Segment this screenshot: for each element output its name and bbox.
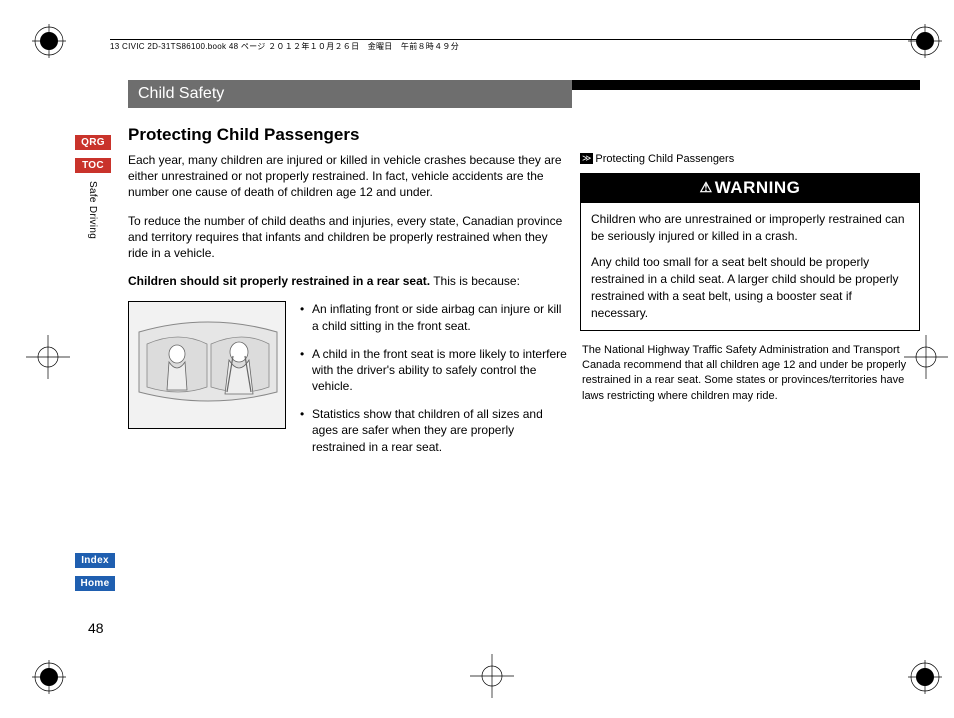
side-column: ≫Protecting Child Passengers ⚠WARNING Ch… (580, 152, 920, 404)
warning-box: ⚠WARNING Children who are unrestrained o… (580, 173, 920, 331)
tab-home[interactable]: Home (75, 576, 115, 591)
tab-qrg[interactable]: QRG (75, 135, 111, 150)
reg-cross-bottom (470, 654, 514, 698)
tab-toc[interactable]: TOC (75, 158, 111, 173)
tab-index[interactable]: Index (75, 553, 115, 568)
paragraph-2: To reduce the number of child deaths and… (128, 213, 568, 262)
crop-mark-bl (32, 660, 66, 694)
bottom-tabs: Index Home (75, 553, 115, 599)
main-column: Each year, many children are injured or … (128, 152, 568, 467)
sub-heading-bold: Children should sit properly restrained … (128, 274, 430, 288)
crop-mark-tl (32, 24, 66, 58)
note-text: The National Highway Traffic Safety Admi… (580, 343, 920, 405)
bullet-item: Statistics show that children of all siz… (300, 406, 568, 455)
header-meta: 13 CIVIC 2D-31TS86100.book 48 ページ ２０１２年１… (110, 39, 919, 52)
page-number: 48 (88, 620, 104, 636)
reg-cross-left (26, 335, 70, 379)
warning-text-1: Children who are unrestrained or imprope… (591, 211, 909, 245)
section-bar-dark (572, 80, 920, 90)
warning-icon: ⚠ (700, 179, 713, 195)
bullet-list: An inflating front or side airbag can in… (300, 301, 568, 467)
crop-mark-br (908, 660, 942, 694)
warning-text-2: Any child too small for a seat belt shou… (591, 254, 909, 321)
sub-heading: Children should sit properly restrained … (128, 273, 568, 289)
section-heading: Child Safety (128, 80, 572, 108)
page-title: Protecting Child Passengers (128, 125, 359, 145)
bullet-item: A child in the front seat is more likely… (300, 346, 568, 395)
warning-label: WARNING (715, 178, 801, 197)
section-vertical-label: Safe Driving (87, 181, 98, 239)
side-tabs: QRG TOC Safe Driving (75, 135, 111, 239)
sub-heading-rest: This is because: (430, 274, 520, 288)
reference-line: ≫Protecting Child Passengers (580, 152, 920, 167)
bullet-item: An inflating front or side airbag can in… (300, 301, 568, 333)
illustration-child-seat (128, 301, 286, 429)
ref-arrow-icon: ≫ (580, 153, 593, 164)
paragraph-1: Each year, many children are injured or … (128, 152, 568, 201)
warning-heading: ⚠WARNING (581, 174, 919, 203)
reference-label: Protecting Child Passengers (595, 153, 734, 165)
